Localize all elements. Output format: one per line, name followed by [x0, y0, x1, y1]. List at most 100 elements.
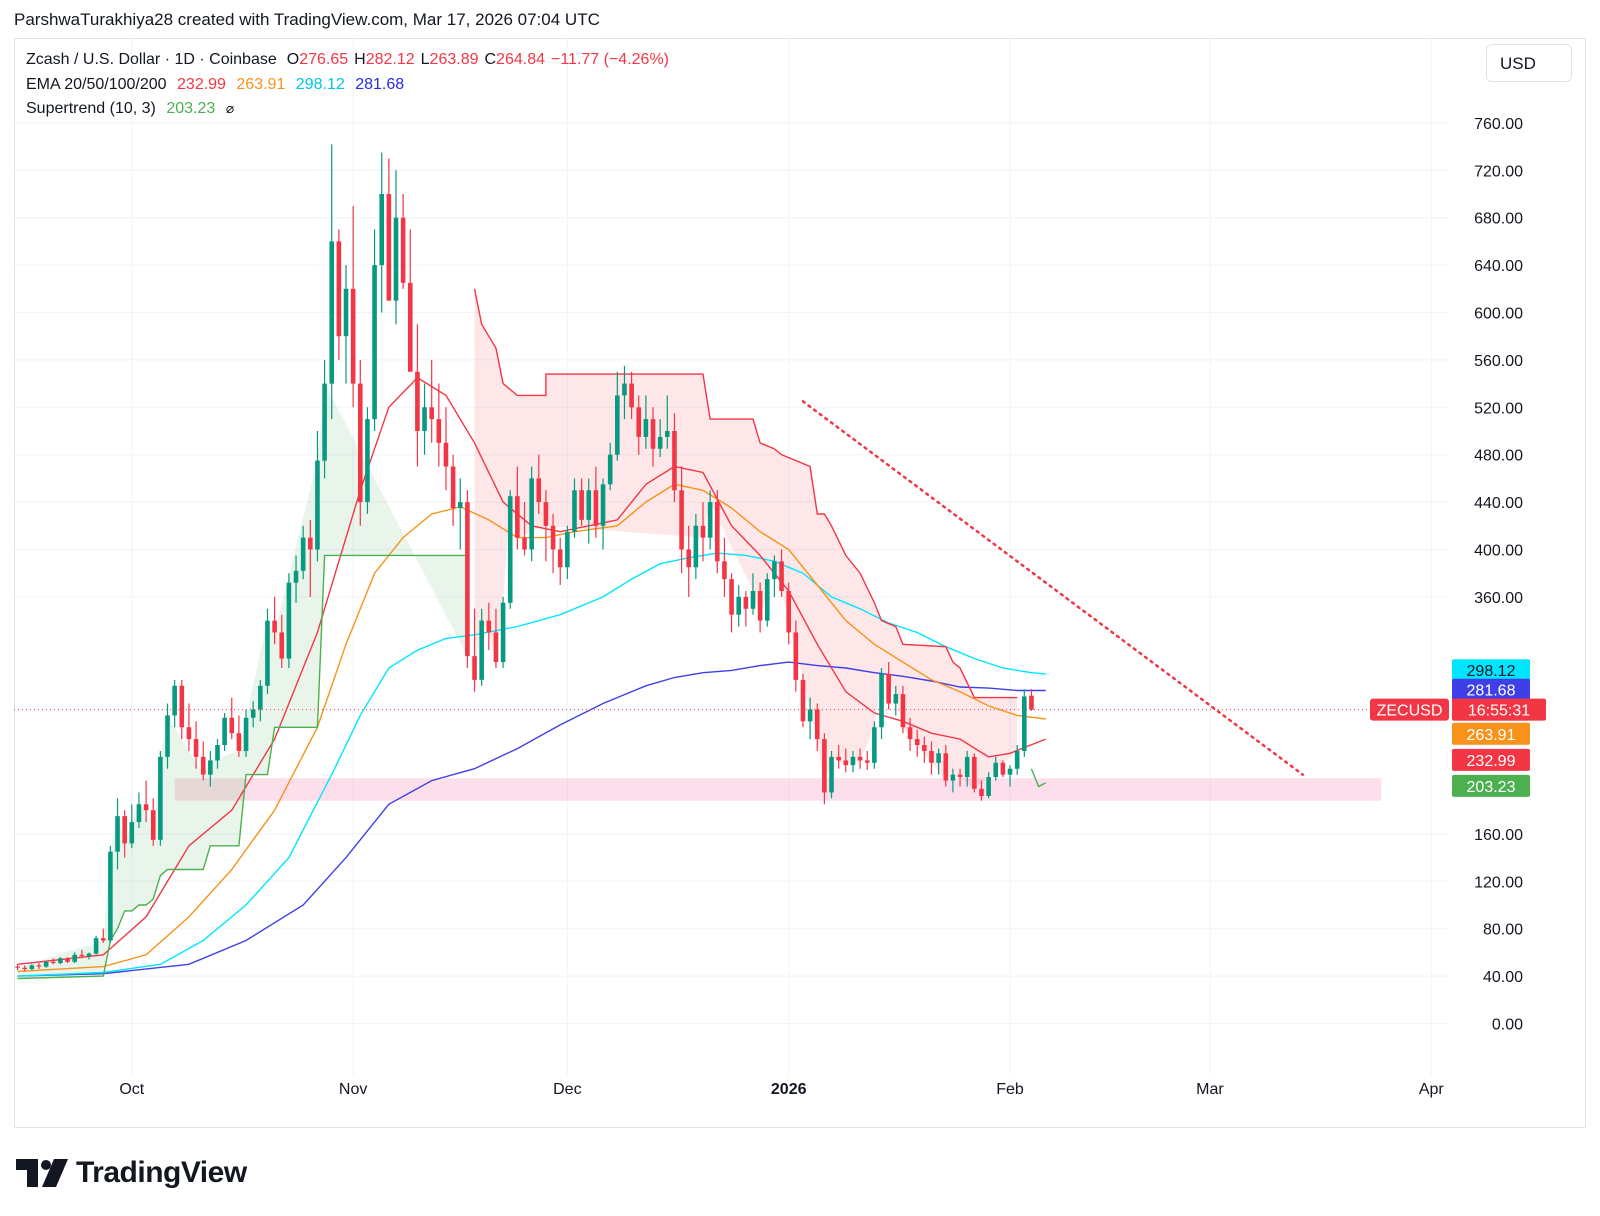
axis-price-label: 281.68: [1452, 678, 1530, 701]
current-symbol-bg: [1370, 698, 1449, 721]
candle: [879, 668, 884, 740]
candle: [872, 721, 877, 769]
close-value: 264.84: [496, 51, 545, 68]
candle-body: [222, 717, 227, 746]
symbol-name[interactable]: Zcash / U.S. Dollar · 1D · Coinbase: [26, 51, 277, 68]
candle-body: [350, 288, 356, 384]
candle: [672, 413, 677, 503]
candle-body: [236, 733, 242, 751]
candle-body: [1022, 696, 1027, 751]
candle: [836, 745, 841, 769]
currency-button[interactable]: USD: [1486, 44, 1572, 82]
candle: [365, 407, 370, 514]
candle: [300, 525, 306, 580]
candle: [272, 596, 277, 645]
candle-body: [215, 745, 220, 761]
candle-body: [993, 762, 999, 778]
candle-body: [372, 265, 377, 420]
candle: [593, 466, 599, 538]
candle: [286, 573, 292, 668]
axis-price-label-text: 281.68: [1467, 683, 1516, 700]
candle: [250, 701, 256, 728]
candle: [507, 490, 513, 609]
low-value: 263.89: [429, 51, 479, 68]
high-value: 282.12: [365, 51, 415, 68]
time-tick-label: Dec: [553, 1081, 581, 1098]
axis-price-label: 298.12: [1452, 659, 1530, 682]
candle: [293, 555, 299, 603]
candle-body: [722, 561, 727, 580]
candle-body: [79, 954, 85, 956]
candle: [36, 963, 42, 969]
time-tick-label: Mar: [1196, 1081, 1224, 1098]
price-tick-label: 720.00: [1474, 163, 1523, 180]
candlesticks: [15, 144, 1034, 972]
candle-body: [258, 685, 263, 710]
candle-body: [193, 739, 199, 757]
support-zone: [174, 778, 1382, 801]
candle-body: [764, 579, 770, 621]
candle-body: [750, 590, 756, 609]
candle-body: [93, 938, 99, 954]
candle-body: [814, 709, 820, 740]
candle-body: [208, 760, 213, 775]
hidden-eye-icon[interactable]: ⌀: [225, 100, 235, 116]
current-symbol-text: ZECUSD: [1377, 703, 1443, 720]
candle-body: [572, 490, 577, 532]
candle: [729, 573, 734, 633]
candle: [600, 478, 606, 550]
candle-body: [300, 537, 306, 571]
candle-body: [293, 570, 299, 583]
candle-body: [1014, 750, 1020, 769]
candle: [772, 555, 777, 597]
candle-body: [65, 958, 70, 962]
candle-body: [757, 590, 763, 621]
time-tick-label: Feb: [996, 1081, 1024, 1098]
candle: [893, 685, 899, 716]
candle-body: [386, 194, 392, 301]
axis-price-label-text: 203.23: [1467, 779, 1516, 796]
candle-body: [472, 656, 477, 680]
candle-body: [729, 579, 734, 615]
candle: [629, 371, 634, 420]
price-chart[interactable]: 760.00 720.00 680.00 640.00 600.00 560.00 520.…: [0, 0, 1600, 1140]
price-tick-label: 120.00: [1474, 874, 1523, 891]
candle-body: [143, 804, 149, 811]
candle: [515, 466, 520, 550]
candle: [450, 454, 456, 526]
candle-body: [836, 756, 841, 761]
tradingview-logo-icon: [16, 1159, 68, 1187]
candle-body: [229, 717, 235, 734]
candle: [907, 717, 913, 751]
candle: [336, 229, 342, 360]
candle-body: [272, 620, 277, 633]
candle-body: [200, 756, 206, 775]
candle: [457, 478, 463, 550]
candle: [100, 928, 106, 943]
candle-body: [650, 419, 656, 449]
candle: [393, 170, 399, 325]
candle-body: [857, 756, 863, 761]
price-tick-label: 80.00: [1483, 922, 1523, 939]
candle: [122, 810, 127, 858]
candle-body: [479, 620, 484, 680]
legend-supertrend-row[interactable]: Supertrend (10, 3) 203.23 ⌀: [26, 100, 240, 118]
axis-price-label-text: 232.99: [1467, 753, 1516, 770]
legend-ema-row[interactable]: EMA 20/50/100/200 232.99 263.91 298.12 2…: [26, 76, 410, 94]
candle: [379, 152, 385, 313]
candle: [700, 502, 706, 562]
high-label: H: [354, 51, 366, 68]
supertrend-flip-line: [1030, 768, 1047, 788]
candle: [536, 454, 542, 514]
candle: [886, 662, 891, 710]
price-tick-label: 40.00: [1483, 969, 1523, 986]
candle: [1022, 689, 1027, 757]
current-symbol-label: ZECUSD 16:55:31: [1370, 698, 1546, 721]
candle: [129, 804, 135, 849]
candle-body: [672, 431, 677, 491]
tradingview-logo[interactable]: TradingView: [16, 1156, 247, 1190]
axis-price-label-bg: [1452, 678, 1530, 701]
candle: [29, 964, 35, 971]
candle-body: [772, 561, 777, 580]
candle: [329, 144, 335, 420]
